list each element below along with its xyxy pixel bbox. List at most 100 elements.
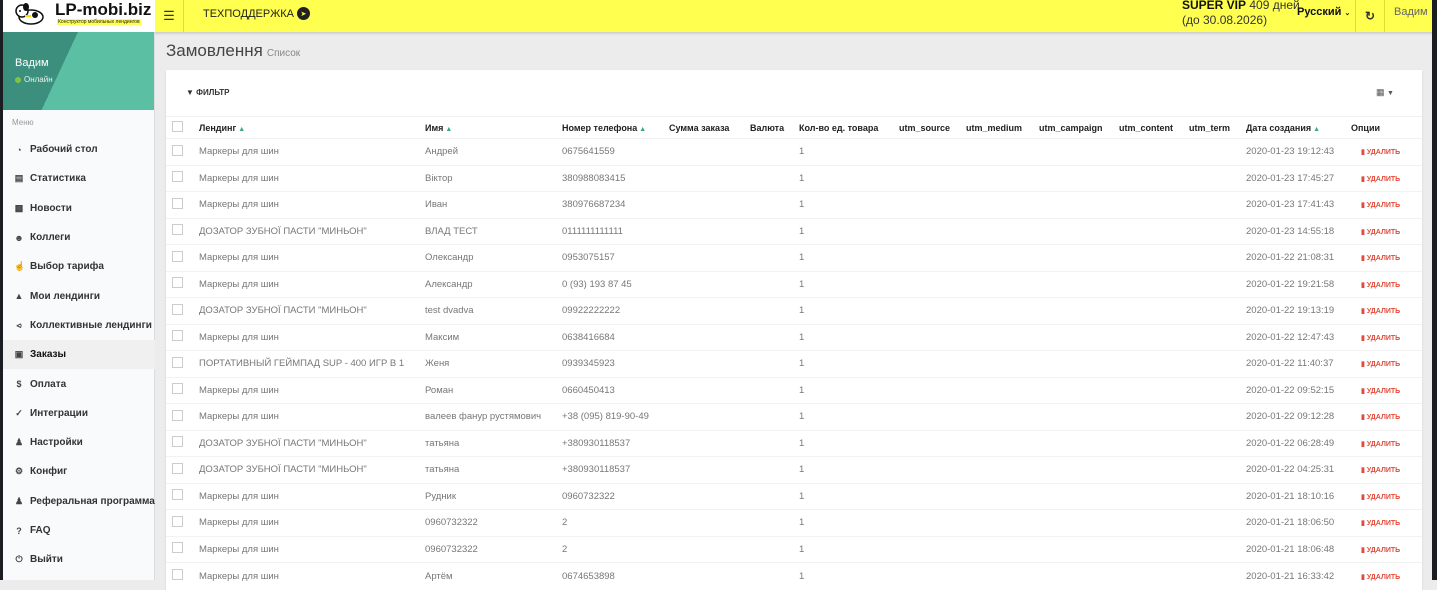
delete-button[interactable]: ▮ УДАЛИТЬ — [1361, 414, 1400, 421]
delete-button[interactable]: ▮ УДАЛИТЬ — [1361, 308, 1400, 315]
trash-icon: ▮ — [1361, 281, 1365, 289]
sidebar-item-6[interactable]: ⪦ Коллективные лендинги — [3, 311, 155, 340]
sidebar-item-5[interactable]: ▲ Мои лендинги — [3, 281, 155, 310]
delete-button[interactable]: ▮ УДАЛИТЬ — [1361, 176, 1400, 183]
column-selector-button[interactable]: ▦ ▼ — [1376, 87, 1394, 98]
delete-button[interactable]: ▮ УДАЛИТЬ — [1361, 467, 1400, 474]
language-dropdown[interactable]: Русский ⌄ — [1297, 6, 1350, 18]
sort-icon[interactable]: ▲︎ — [639, 125, 647, 133]
delete-button[interactable]: ▮ УДАЛИТЬ — [1361, 255, 1400, 262]
landing-cell: Маркеры для шин — [193, 535, 419, 563]
column-header[interactable]: Дата создания ▲︎ — [1240, 116, 1345, 139]
sidebar-item-3[interactable]: ☻ Коллеги — [3, 223, 155, 252]
currency-cell — [744, 403, 793, 430]
delete-button[interactable]: ▮ УДАЛИТЬ — [1361, 520, 1400, 527]
row-checkbox[interactable] — [172, 515, 183, 527]
sidebar-item-0[interactable]: ◔ Рабочий стол — [3, 135, 155, 164]
delete-label: УДАЛИТЬ — [1366, 493, 1401, 501]
utm-source-cell — [893, 562, 960, 589]
delete-button[interactable]: ▮ УДАЛИТЬ — [1361, 202, 1400, 209]
sidebar-item-14[interactable]: ⏻ Выйти — [3, 545, 155, 574]
sidebar-item-10[interactable]: ♟ Настройки — [3, 428, 155, 457]
column-header[interactable]: Имя ▲︎ — [419, 116, 556, 139]
utm-content-cell — [1113, 164, 1183, 192]
sort-icon[interactable]: ▲︎ — [445, 125, 453, 133]
sort-icon[interactable]: ▲︎ — [1313, 125, 1321, 133]
row-checkbox[interactable] — [172, 383, 183, 395]
currency-cell — [744, 191, 793, 218]
delete-button[interactable]: ▮ УДАЛИТЬ — [1361, 388, 1400, 395]
menu-toggle-button[interactable]: ☰ — [155, 0, 184, 32]
sidebar-item-11[interactable]: ⚙ Конфиг — [3, 457, 155, 486]
sidebar-item-12[interactable]: ♟ Реферальная программа — [3, 487, 155, 516]
sum-cell — [663, 403, 744, 430]
row-checkbox[interactable] — [172, 569, 183, 580]
sort-icon[interactable]: ▲︎ — [238, 125, 246, 133]
sidebar-item-8[interactable]: $ Оплата — [3, 369, 155, 398]
select-all-cell — [166, 116, 193, 139]
delete-button[interactable]: ▮ УДАЛИТЬ — [1361, 494, 1400, 501]
logo[interactable]: LP-mobi.biz Конструктор мобильных лендин… — [3, 0, 155, 32]
landing-cell: Маркеры для шин — [193, 403, 419, 430]
sidebar-item-1[interactable]: ▤ Статистика — [3, 164, 155, 193]
delete-button[interactable]: ▮ УДАЛИТЬ — [1361, 149, 1400, 156]
column-header[interactable]: Лендинг ▲︎ — [193, 116, 419, 139]
delete-button[interactable]: ▮ УДАЛИТЬ — [1361, 441, 1400, 448]
utm-campaign-cell — [1033, 509, 1113, 536]
delete-button[interactable]: ▮ УДАЛИТЬ — [1361, 574, 1400, 581]
select-all-checkbox[interactable] — [172, 121, 183, 132]
trash-icon: ▮ — [1361, 334, 1365, 342]
dollar-icon: $ — [16, 379, 22, 390]
utm-medium-cell — [960, 164, 1033, 192]
delete-button[interactable]: ▮ УДАЛИТЬ — [1361, 229, 1400, 236]
row-checkbox[interactable] — [172, 303, 183, 315]
row-checkbox[interactable] — [172, 409, 183, 421]
column-header-label: utm_campaign — [1039, 122, 1103, 133]
sidebar-item-4[interactable]: ☝ Выбор тарифа — [3, 252, 155, 281]
select-cell — [166, 270, 193, 298]
column-header[interactable]: Номер телефона ▲︎ — [556, 116, 663, 139]
refresh-button[interactable]: ↻ — [1355, 0, 1385, 32]
delete-button[interactable]: ▮ УДАЛИТЬ — [1361, 361, 1400, 368]
sidebar-item-label: Выбор тарифа — [30, 261, 104, 273]
filter-button[interactable]: ▼ ФИЛЬТР — [186, 88, 230, 97]
row-checkbox[interactable] — [172, 224, 183, 236]
row-checkbox[interactable] — [172, 250, 183, 262]
row-checkbox[interactable] — [172, 197, 183, 209]
sidebar-item-13[interactable]: ? FAQ — [3, 516, 155, 545]
utm-medium-cell — [960, 509, 1033, 536]
sum-cell — [663, 376, 744, 404]
sidebar-item-2[interactable]: ▩ Новости — [3, 194, 155, 223]
support-link[interactable]: ТЕХПОДДЕРЖКА ➤ — [203, 7, 310, 20]
row-checkbox[interactable] — [172, 436, 183, 448]
delete-button[interactable]: ▮ УДАЛИТЬ — [1361, 335, 1400, 342]
row-checkbox[interactable] — [172, 144, 183, 156]
row-checkbox[interactable] — [172, 356, 183, 368]
row-checkbox[interactable] — [172, 489, 183, 501]
row-checkbox[interactable] — [172, 542, 183, 554]
delete-label: УДАЛИТЬ — [1366, 387, 1401, 395]
delete-button[interactable]: ▮ УДАЛИТЬ — [1361, 282, 1400, 289]
row-checkbox[interactable] — [172, 462, 183, 474]
landing-cell: Маркеры для шин — [193, 270, 419, 298]
phone-cell: 0638416684 — [556, 323, 663, 351]
utm-medium-cell — [960, 270, 1033, 298]
sidebar-item-7[interactable]: ▣ Заказы — [3, 340, 155, 370]
delete-button[interactable]: ▮ УДАЛИТЬ — [1361, 547, 1400, 554]
row-checkbox[interactable] — [172, 330, 183, 342]
column-header: utm_campaign — [1033, 116, 1113, 139]
table-row: Маркеры для шин 0960732322 2 1 2020-01-2… — [166, 509, 1422, 536]
landing-cell: Маркеры для шин — [193, 191, 419, 218]
user-menu[interactable]: Вадим — [1394, 6, 1428, 18]
qty-cell: 1 — [793, 297, 893, 324]
sidebar-item-9[interactable]: ✓ Интеграции — [3, 399, 155, 428]
utm-source-cell — [893, 403, 960, 430]
table-row: ДОЗАТОР ЗУБНОЇ ПАСТИ "МИНЬОН" татьяна +3… — [166, 456, 1422, 483]
options-cell: ▮ УДАЛИТЬ — [1345, 138, 1422, 165]
phone-cell: 0939345923 — [556, 350, 663, 377]
filter-icon: ▼ — [186, 88, 194, 97]
options-cell: ▮ УДАЛИТЬ — [1345, 535, 1422, 563]
trash-icon: ▮ — [1361, 149, 1365, 157]
row-checkbox[interactable] — [172, 171, 183, 183]
row-checkbox[interactable] — [172, 277, 183, 289]
